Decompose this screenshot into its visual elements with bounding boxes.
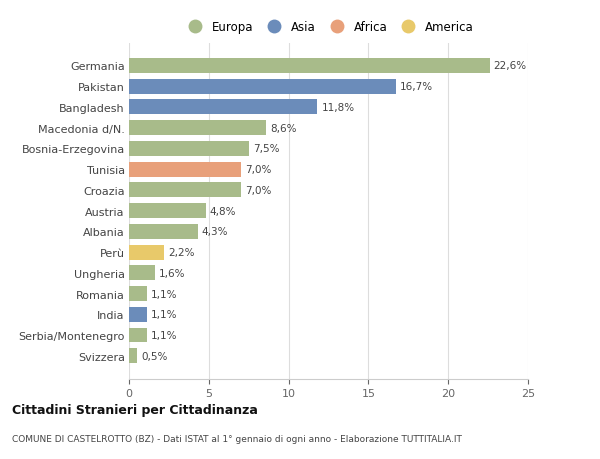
Bar [129, 224, 197, 239]
Bar [129, 286, 146, 302]
Bar [129, 162, 241, 177]
Text: 7,0%: 7,0% [245, 165, 271, 175]
Bar [129, 121, 266, 136]
Text: 4,8%: 4,8% [209, 206, 236, 216]
Bar [129, 328, 146, 343]
Text: COMUNE DI CASTELROTTO (BZ) - Dati ISTAT al 1° gennaio di ogni anno - Elaborazion: COMUNE DI CASTELROTTO (BZ) - Dati ISTAT … [12, 434, 462, 442]
Text: 4,3%: 4,3% [202, 227, 228, 237]
Text: 1,1%: 1,1% [151, 310, 177, 319]
Text: 1,1%: 1,1% [151, 330, 177, 340]
Bar [129, 100, 317, 115]
Bar [129, 245, 164, 260]
Text: 1,6%: 1,6% [158, 268, 185, 278]
Text: 11,8%: 11,8% [322, 103, 355, 112]
Text: 0,5%: 0,5% [141, 351, 167, 361]
Bar [129, 204, 206, 218]
Text: 22,6%: 22,6% [494, 62, 527, 71]
Bar [129, 79, 395, 95]
Text: 7,5%: 7,5% [253, 144, 279, 154]
Bar [129, 183, 241, 198]
Bar [129, 142, 249, 157]
Text: Cittadini Stranieri per Cittadinanza: Cittadini Stranieri per Cittadinanza [12, 403, 258, 416]
Legend: Europa, Asia, Africa, America: Europa, Asia, Africa, America [179, 16, 478, 39]
Text: 8,6%: 8,6% [270, 123, 297, 134]
Text: 2,2%: 2,2% [168, 247, 194, 257]
Bar [129, 59, 490, 74]
Bar [129, 307, 146, 322]
Text: 16,7%: 16,7% [400, 82, 433, 92]
Bar [129, 266, 155, 280]
Text: 7,0%: 7,0% [245, 185, 271, 196]
Text: 1,1%: 1,1% [151, 289, 177, 299]
Bar [129, 348, 137, 364]
